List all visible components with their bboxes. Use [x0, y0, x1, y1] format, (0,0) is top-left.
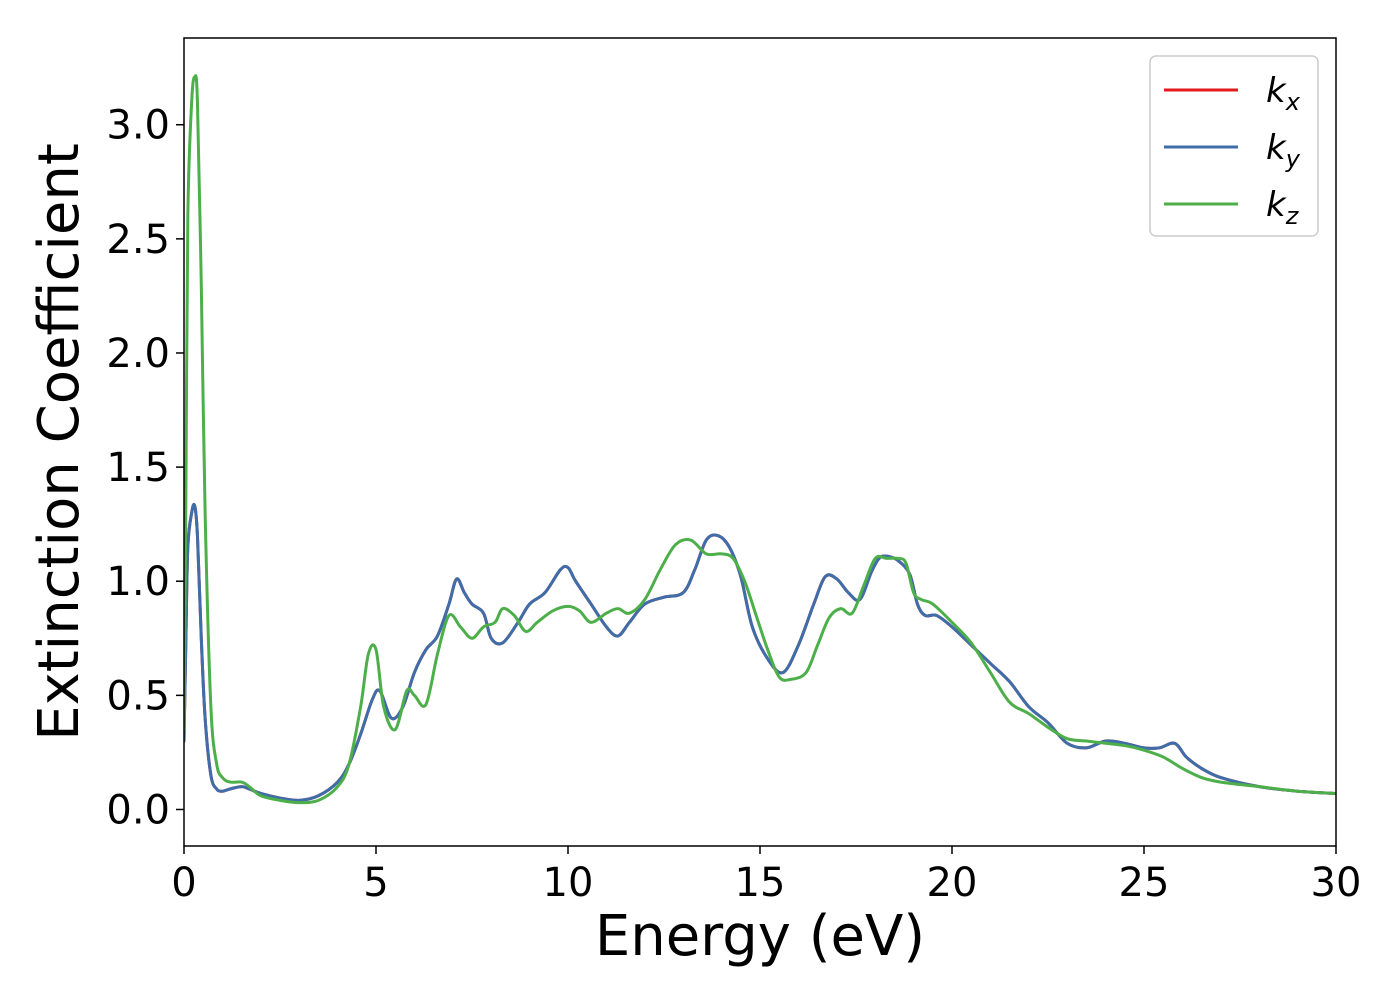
y-axis-label: Extinction Coefficient [27, 143, 92, 741]
legend-label-kx: kx [1266, 71, 1301, 116]
legend-label-subscript: x [1285, 88, 1301, 116]
y-tick-label: 3.0 [106, 103, 170, 149]
x-tick-label: 5 [363, 860, 388, 906]
x-tick-label: 15 [735, 860, 786, 906]
y-tick-label: 1.5 [106, 445, 170, 491]
series-line-kz [184, 74, 1336, 805]
y-tick-label: 2.5 [106, 217, 170, 263]
legend-label-base: k [1266, 128, 1287, 168]
series-group [184, 74, 1336, 805]
x-tick-label: 30 [1311, 860, 1362, 906]
y-tick-label: 2.0 [106, 331, 170, 377]
y-tick-label: 0.5 [106, 673, 170, 719]
x-tick-label: 0 [171, 860, 196, 906]
x-tick-label: 10 [543, 860, 594, 906]
legend-label-base: k [1266, 185, 1287, 225]
x-axis-ticks: 0 5 10 15 20 25 30 [171, 846, 1361, 906]
legend-label-subscript: y [1285, 145, 1301, 173]
legend-label-ky: ky [1266, 128, 1301, 173]
series-line-ky [184, 502, 1336, 802]
legend-label-subscript: z [1285, 202, 1300, 230]
x-tick-label: 20 [927, 860, 978, 906]
legend-label-kz: kz [1266, 185, 1300, 230]
y-tick-label: 0.0 [106, 787, 170, 833]
x-tick-label: 25 [1119, 860, 1170, 906]
y-axis-ticks: 0.0 0.5 1.0 1.5 2.0 2.5 3.0 [106, 103, 184, 833]
x-axis-label: Energy (eV) [595, 904, 925, 969]
y-tick-label: 1.0 [106, 559, 170, 605]
legend-label-base: k [1266, 71, 1287, 111]
